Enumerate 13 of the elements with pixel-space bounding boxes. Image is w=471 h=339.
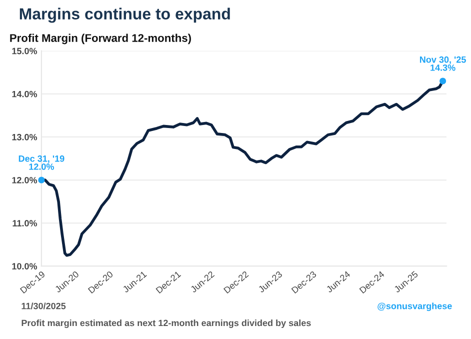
text: Profit margin estimated as next 12-month earnings divided by sales xyxy=(22,320,311,328)
text: 11/30/2025 xyxy=(22,302,66,310)
annotation: Dec 31, '19 12.0% xyxy=(18,155,64,170)
y-tick-label: 10.0% xyxy=(12,263,38,270)
y-tick-label: 12.0% xyxy=(12,176,38,184)
y-tick-label: 13.0% xyxy=(12,134,38,140)
y-tick-label: 11.0% xyxy=(12,220,38,226)
text: @sonusvarghese xyxy=(378,302,452,312)
chart-subtitle: Profit Margin (Forward 12-months) xyxy=(10,34,191,44)
y-tick-label: 15.0% xyxy=(12,48,38,54)
y-tick-label: 14.0% xyxy=(12,90,38,98)
chart-title: Margins continue to expand xyxy=(20,8,230,23)
annotation: Nov 30, '25 14.3% xyxy=(420,56,466,71)
